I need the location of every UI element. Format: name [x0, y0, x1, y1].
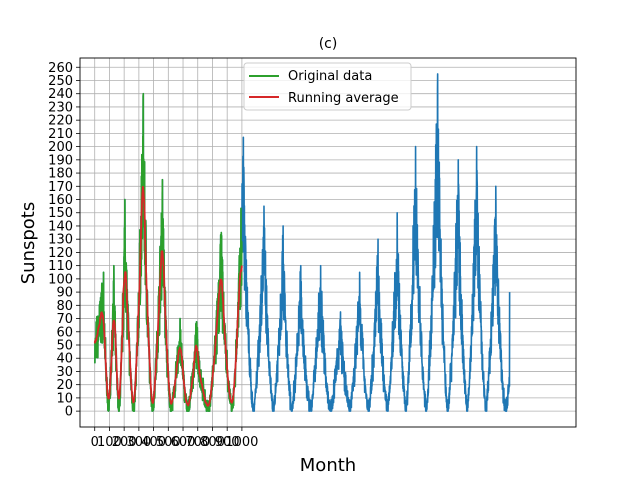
y-tick-label: 190 [48, 153, 73, 168]
y-axis-title: Sunspots [18, 202, 39, 285]
y-tick-label: 30 [56, 365, 73, 380]
series-layer [93, 73, 511, 412]
x-tick-label: 200 [112, 435, 137, 450]
x-tick-label: 100 [97, 435, 122, 450]
x-tick-label: 1000 [225, 435, 258, 450]
plot-frame [79, 57, 577, 428]
y-tick-label: 20 [56, 378, 73, 393]
series-running-average-line [93, 185, 243, 407]
tick-layer: 0102030405060708090100110120130140150160… [48, 61, 258, 450]
x-tick-label: 500 [156, 435, 181, 450]
y-tick-label: 110 [48, 259, 73, 274]
x-tick-label: 800 [200, 435, 225, 450]
y-tick-label: 70 [56, 312, 73, 327]
y-tick-label: 220 [48, 114, 73, 129]
chart-title: (c) [319, 36, 338, 52]
y-tick-label: 0 [65, 405, 73, 420]
y-tick-label: 150 [48, 206, 73, 221]
legend-box [243, 62, 412, 111]
y-tick-label: 250 [48, 74, 73, 89]
y-tick-label: 200 [48, 140, 73, 155]
y-tick-label: 170 [48, 180, 73, 195]
x-tick-label: 600 [171, 435, 196, 450]
y-tick-label: 50 [56, 339, 73, 354]
x-tick-label: 900 [215, 435, 240, 450]
y-tick-label: 80 [56, 299, 73, 314]
y-tick-label: 240 [48, 87, 73, 102]
y-tick-label: 10 [56, 391, 73, 406]
x-axis-title: Month [300, 455, 356, 476]
x-tick-label: 700 [185, 435, 210, 450]
y-tick-label: 100 [48, 272, 73, 287]
x-tick-label: 400 [141, 435, 166, 450]
y-tick-label: 260 [48, 61, 73, 76]
y-tick-label: 90 [56, 286, 73, 301]
y-tick-label: 160 [48, 193, 73, 208]
legend-label-running-average: Running average [288, 91, 399, 106]
legend-label-original: Original data [288, 69, 372, 84]
y-tick-label: 210 [48, 127, 73, 142]
y-tick-label: 40 [56, 352, 73, 367]
y-tick-label: 60 [56, 325, 73, 340]
y-tick-label: 180 [48, 167, 73, 182]
y-tick-label: 230 [48, 100, 73, 115]
y-tick-label: 130 [48, 233, 73, 248]
legend: Original data Running average [243, 62, 412, 111]
x-tick-label: 300 [126, 435, 151, 450]
y-tick-label: 120 [48, 246, 73, 261]
x-tick-label: 0 [91, 435, 99, 450]
y-tick-label: 140 [48, 219, 73, 234]
